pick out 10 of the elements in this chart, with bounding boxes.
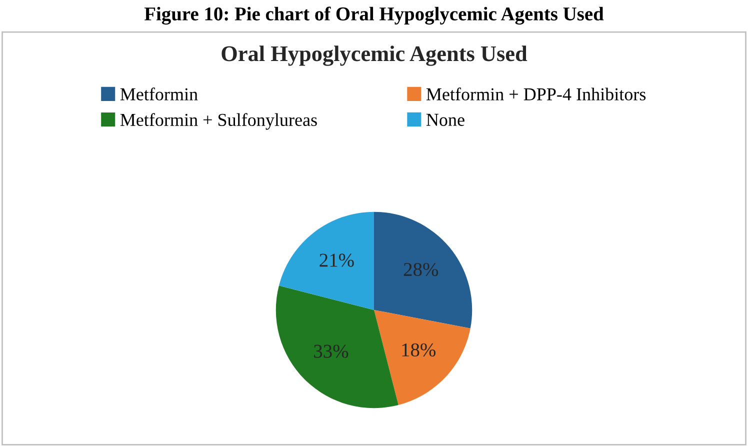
data-label: 28% — [404, 262, 438, 276]
data-label: 18% — [402, 343, 436, 357]
data-label: 21% — [320, 254, 354, 267]
legend-label: Metformin + DPP-4 Inhibitors — [426, 88, 646, 100]
caption: Figure 10: Pie chart of Oral Hypoglycemic Agents Used — [144, 6, 604, 25]
chart-title: Oral Hypoglycemic Agents Used — [222, 46, 528, 66]
legend-label: Metformin — [120, 88, 198, 100]
legend-label: Metformin + Sulfonylureas — [120, 113, 317, 130]
legend-label: None — [426, 114, 464, 126]
data-label: 33% — [314, 344, 348, 358]
